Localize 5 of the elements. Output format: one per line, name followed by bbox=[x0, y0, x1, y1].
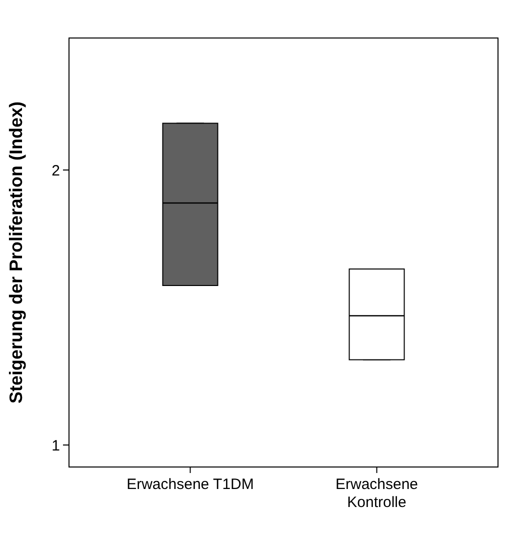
y-tick-label: 2 bbox=[52, 162, 60, 180]
x-tick-label: Erwachsene Kontrolle bbox=[335, 476, 418, 511]
y-tick-label: 1 bbox=[52, 437, 60, 454]
x-tick-label: Erwachsene T1DM bbox=[126, 476, 254, 493]
y-axis-title: Steigerung der Proliferation (Index) bbox=[6, 101, 26, 404]
